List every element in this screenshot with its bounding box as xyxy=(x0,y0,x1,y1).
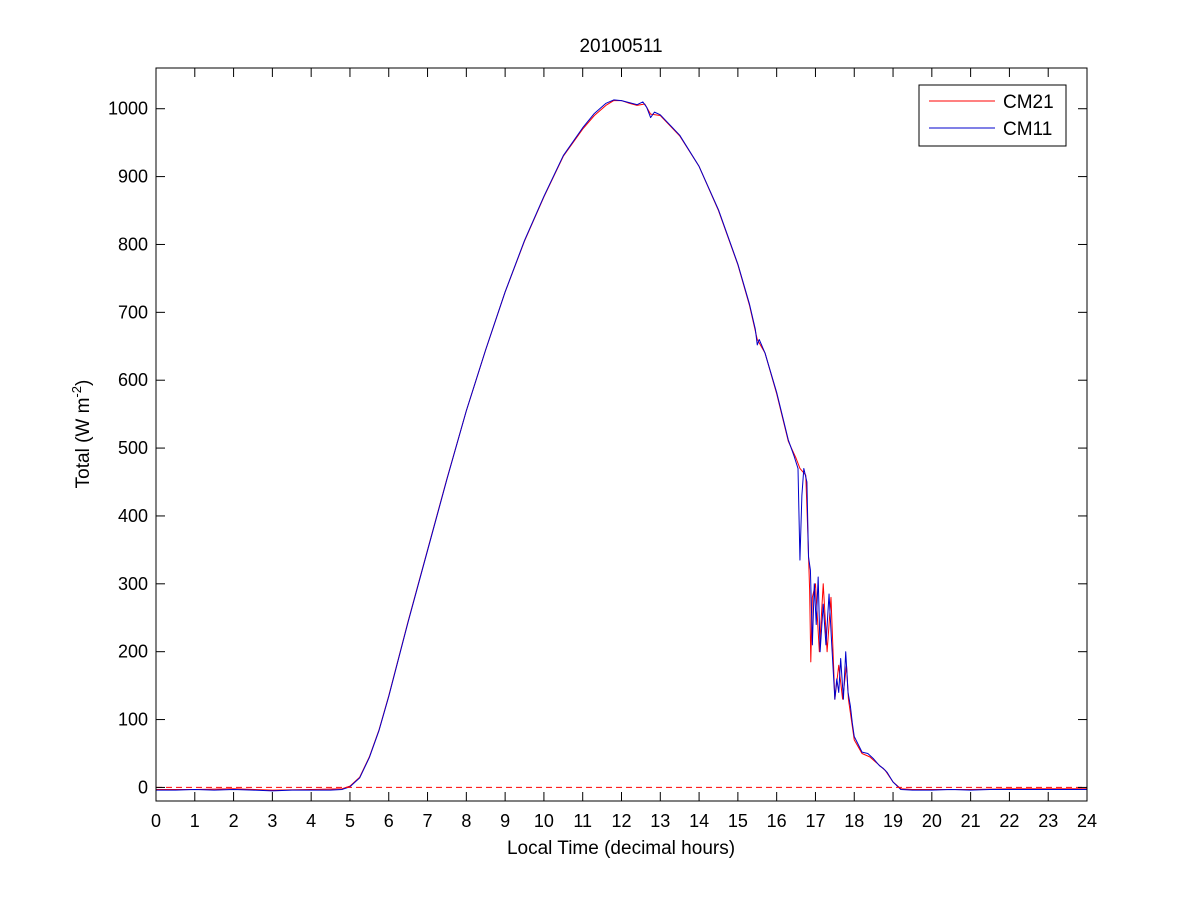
x-tick-label: 3 xyxy=(267,811,277,831)
legend-label-cm21: CM21 xyxy=(1003,92,1054,113)
x-tick-label: 23 xyxy=(1038,811,1058,831)
x-tick-label: 15 xyxy=(728,811,748,831)
x-axis-label: Local Time (decimal hours) xyxy=(507,838,735,859)
chart-title: 20100511 xyxy=(579,36,662,57)
x-tick-label: 2 xyxy=(229,811,239,831)
legend-box xyxy=(918,84,1067,147)
x-tick-label: 24 xyxy=(1077,811,1097,831)
plot-area xyxy=(156,68,1087,801)
x-tick-label: 6 xyxy=(384,811,394,831)
y-tick-label: 900 xyxy=(118,167,148,187)
y-tick-label: 600 xyxy=(118,370,148,390)
x-tick-label: 11 xyxy=(573,811,592,831)
x-tick-label: 19 xyxy=(883,811,903,831)
x-tick-label: 0 xyxy=(151,811,161,831)
legend: CM21 CM11 xyxy=(918,84,1067,147)
x-tick-label: 12 xyxy=(611,811,631,831)
y-tick-label: 100 xyxy=(118,710,148,730)
y-tick-label: 400 xyxy=(118,506,148,526)
y-tick-label: 800 xyxy=(118,234,148,254)
x-tick-label: 17 xyxy=(805,811,825,831)
y-tick-label: 300 xyxy=(118,574,148,594)
y-axis-label: Total (W m-2) xyxy=(69,380,94,489)
y-tick-label: 1000 xyxy=(108,99,148,119)
x-tick-label: 22 xyxy=(999,811,1019,831)
series-line-cm11 xyxy=(156,99,1087,792)
y-tick-label: 0 xyxy=(138,777,148,797)
y-axis-label-superscript: -2 xyxy=(69,386,84,398)
y-tick-label: 200 xyxy=(118,642,148,662)
x-tick-label: 4 xyxy=(306,811,316,831)
y-tick-label: 500 xyxy=(118,438,148,458)
y-tick-label: 700 xyxy=(118,302,148,322)
x-tick-label: 1 xyxy=(190,811,200,831)
y-axis-label-close: ) xyxy=(73,380,94,386)
x-tick-label: 10 xyxy=(534,811,554,831)
x-tick-label: 13 xyxy=(650,811,670,831)
x-tick-label: 7 xyxy=(423,811,433,831)
x-tick-label: 14 xyxy=(689,811,709,831)
x-tick-label: 5 xyxy=(345,811,355,831)
x-tick-label: 20 xyxy=(922,811,942,831)
x-tick-label: 16 xyxy=(767,811,787,831)
x-tick-label: 9 xyxy=(500,811,510,831)
legend-label-cm11: CM11 xyxy=(1003,119,1052,140)
y-axis-label-main: Total (W m xyxy=(73,398,94,489)
x-tick-label: 8 xyxy=(461,811,471,831)
x-tick-label: 18 xyxy=(844,811,864,831)
x-tick-label: 21 xyxy=(961,811,981,831)
